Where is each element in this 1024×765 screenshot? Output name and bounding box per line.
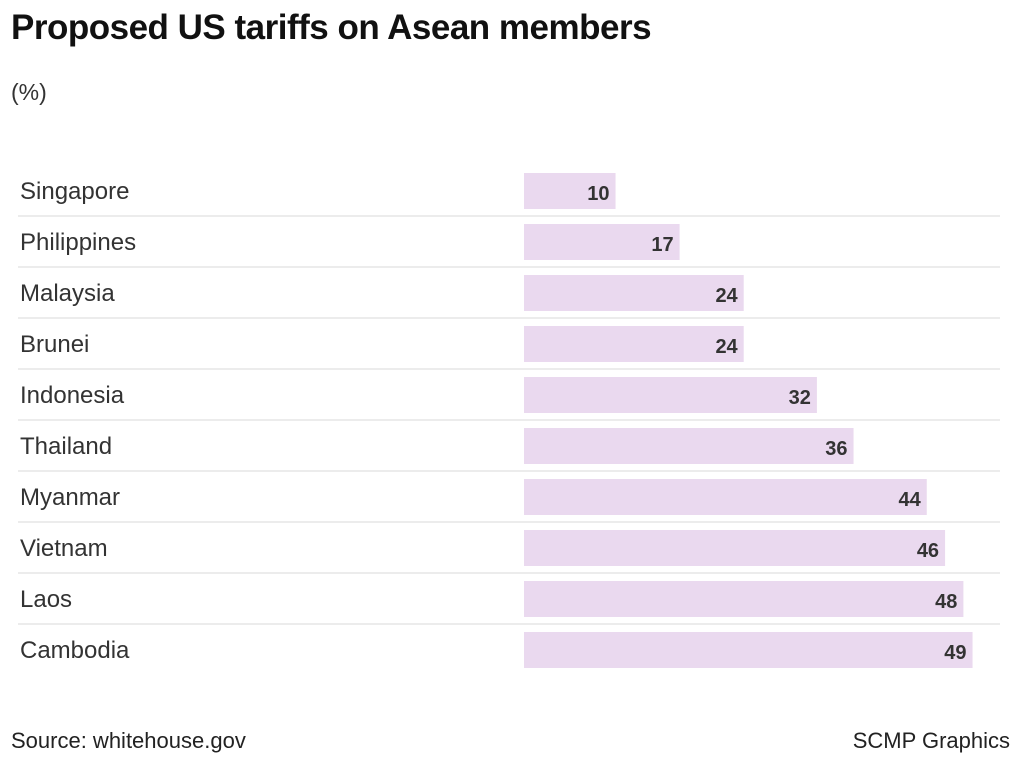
bar [524, 275, 744, 311]
bar [524, 173, 616, 209]
data-label: 36 [825, 438, 847, 460]
data-label: 24 [715, 336, 738, 358]
bar [524, 632, 973, 668]
data-label: 48 [935, 591, 957, 613]
bar-chart: Singapore 10 Philippines 17 Malaysia 24 Brunei… [18, 173, 1000, 668]
bar [524, 479, 927, 515]
category-label: Indonesia [20, 382, 125, 409]
chart-unit: (%) [11, 79, 47, 105]
category-label: Myanmar [20, 484, 120, 511]
category-label: Brunei [20, 331, 89, 358]
category-label: Vietnam [20, 535, 108, 562]
data-label: 17 [651, 234, 673, 256]
category-label: Singapore [20, 178, 129, 205]
category-label: Laos [20, 586, 72, 613]
category-label: Philippines [20, 229, 136, 256]
bar [524, 530, 946, 566]
data-label: 44 [899, 489, 922, 511]
category-label: Thailand [20, 433, 112, 460]
data-label: 49 [944, 642, 966, 664]
data-label: 32 [789, 387, 811, 409]
data-label: 24 [715, 285, 738, 307]
bar [524, 326, 744, 362]
bar [524, 581, 964, 617]
data-label: 46 [917, 540, 939, 562]
data-label: 10 [587, 183, 609, 205]
source-note: Source: whitehouse.gov [11, 728, 246, 753]
chart-title: Proposed US tariffs on Asean members [11, 8, 652, 47]
bar [524, 428, 854, 464]
bar [524, 224, 680, 260]
bar [524, 377, 817, 413]
category-label: Malaysia [20, 280, 115, 307]
category-label: Cambodia [20, 637, 130, 664]
credit-note: SCMP Graphics [852, 728, 1010, 753]
